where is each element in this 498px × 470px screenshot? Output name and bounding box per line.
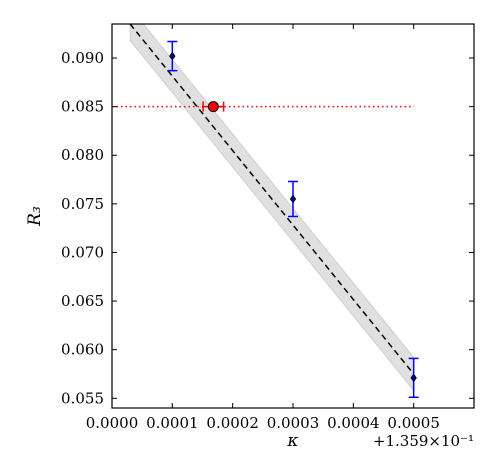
data-marker [169,51,176,61]
x-tick-label: 0.0003 [267,414,320,432]
y-ticks: 0.055 0.060 0.065 0.070 0.075 0.080 0.085 0.090 [61,49,474,407]
data-marker [289,194,297,204]
estimate-marker [207,101,219,113]
fit-line-layer [129,24,415,375]
y-tick-label: 0.070 [61,243,104,261]
x-tick-label: 0.0001 [146,414,199,432]
data-point-3 [408,357,419,399]
x-tick-label: 0.0005 [387,414,440,432]
y-tick-label: 0.060 [61,341,104,359]
x-ticks: 0.0000 0.0001 0.0002 0.0003 0.0004 0.0005 [86,24,440,432]
estimate-layer [202,101,225,113]
y-tick-label: 0.075 [61,195,104,213]
x-axis-offset-label: +1.359×10⁻¹ [373,432,474,450]
data-point-2 [288,180,298,218]
y-tick-label: 0.090 [61,49,104,67]
y-tick-label: 0.065 [61,292,104,310]
data-points-layer [167,40,419,399]
fit-line [129,24,415,375]
x-tick-label: 0.0002 [206,414,259,432]
y-tick-label: 0.080 [61,146,104,164]
x-tick-label: 0.0004 [327,414,380,432]
y-axis-label: R₃ [25,206,45,227]
x-axis-label: κ [286,431,298,451]
y-tick-label: 0.055 [61,389,104,407]
x-tick-label: 0.0000 [86,414,139,432]
data-point-1 [167,40,178,72]
y-tick-label: 0.085 [61,98,104,116]
data-marker [410,373,417,383]
